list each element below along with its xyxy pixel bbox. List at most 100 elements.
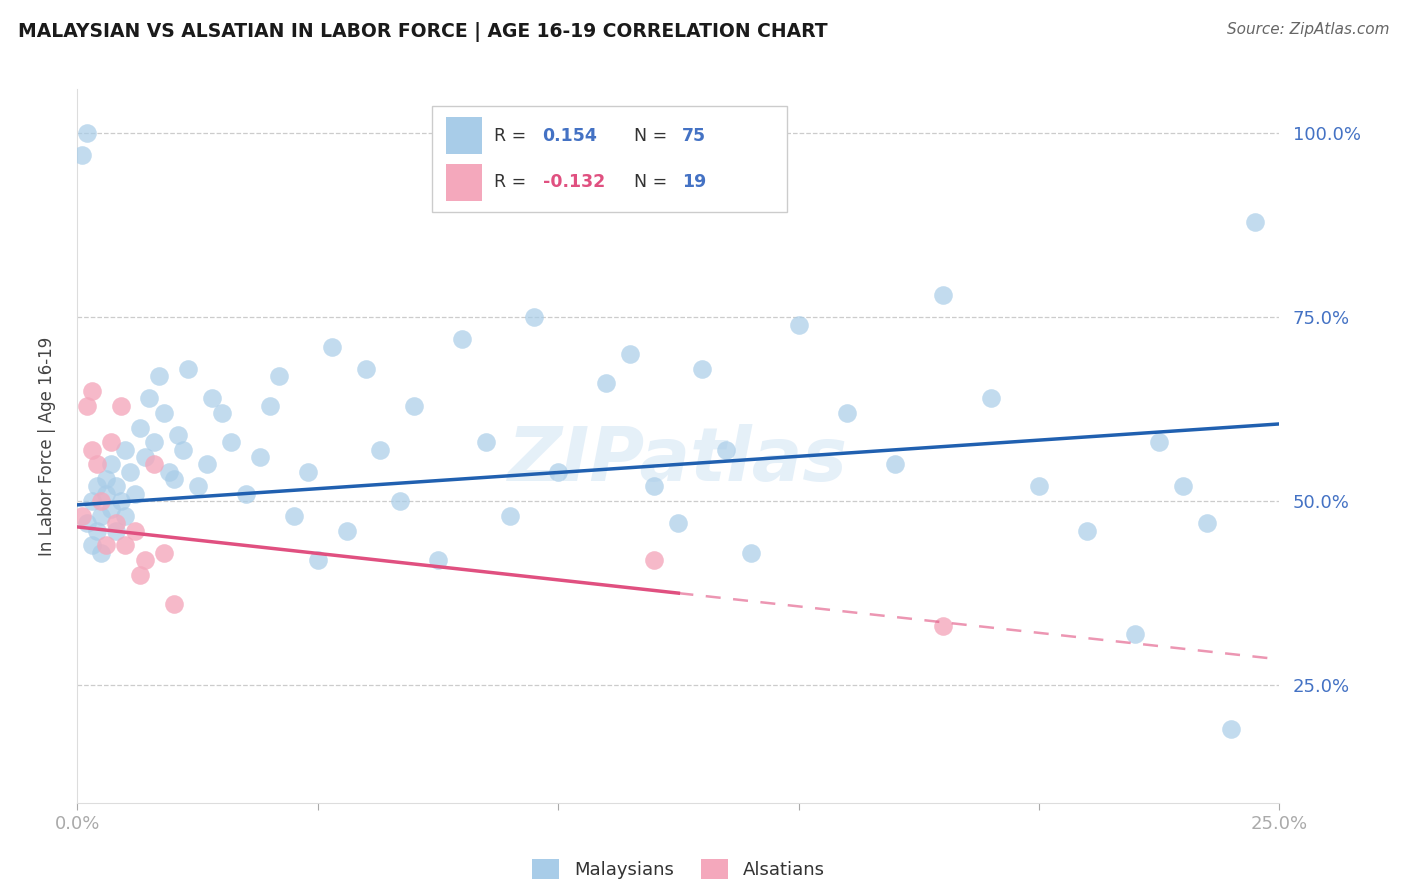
Point [643,553,665,567]
Bar [446,118,482,154]
Point [134,450,156,464]
Point [114,442,136,457]
Point [1244,214,1267,228]
Text: Source: ZipAtlas.com: Source: ZipAtlas.com [1226,22,1389,37]
Point [153,406,176,420]
Point [80,494,103,508]
Point [96,538,118,552]
Text: N =: N = [634,127,672,145]
Point [76,126,98,140]
Point [124,524,146,538]
Point [177,361,200,376]
Point [70,148,93,162]
Point [134,553,156,567]
Point [1028,479,1050,493]
Point [354,361,377,376]
Point [643,479,665,493]
Point [143,435,166,450]
Point [90,508,112,523]
Point [249,450,271,464]
Point [90,546,112,560]
Point [96,472,118,486]
Point [76,399,98,413]
Point [932,619,955,633]
Point [110,399,132,413]
Point [523,310,546,325]
Point [388,494,411,508]
Point [402,399,425,413]
Point [269,369,291,384]
Point [162,472,184,486]
Point [100,501,122,516]
Point [595,376,617,391]
Point [336,524,359,538]
Point [90,494,112,508]
Point [172,442,194,457]
Point [195,458,218,472]
Legend: Malaysians, Alsatians: Malaysians, Alsatians [526,852,831,887]
Text: 75: 75 [682,127,706,145]
Point [475,435,498,450]
Text: R =: R = [495,173,533,192]
Point [368,442,391,457]
Y-axis label: In Labor Force | Age 16-19: In Labor Force | Age 16-19 [38,336,56,556]
Point [451,332,474,346]
Point [104,516,127,531]
Point [187,479,209,493]
Point [619,347,641,361]
Point [80,538,103,552]
FancyBboxPatch shape [432,106,786,212]
Point [787,318,810,332]
Point [1197,516,1219,531]
Point [211,406,233,420]
Bar [446,164,482,201]
Point [143,458,166,472]
Text: N =: N = [634,173,672,192]
Point [1076,524,1098,538]
Point [96,487,118,501]
Point [100,458,122,472]
Point [148,369,170,384]
Point [80,442,103,457]
Point [297,465,319,479]
Point [692,361,714,376]
Point [157,465,180,479]
Point [86,458,108,472]
Point [980,391,1002,405]
Text: 0.154: 0.154 [543,127,598,145]
Point [740,546,762,560]
Point [110,494,132,508]
Point [259,399,281,413]
Point [321,340,343,354]
Point [1173,479,1195,493]
Point [668,516,690,531]
Point [104,524,127,538]
Point [114,538,136,552]
Text: -0.132: -0.132 [543,173,605,192]
Text: R =: R = [495,127,533,145]
Point [235,487,257,501]
Point [138,391,160,405]
Point [883,458,905,472]
Point [162,597,184,611]
Point [153,546,176,560]
Point [201,391,224,405]
Point [114,508,136,523]
Point [932,288,955,302]
Point [86,524,108,538]
Point [120,465,142,479]
Point [499,508,522,523]
Point [307,553,329,567]
Point [427,553,450,567]
Text: ZIPatlas: ZIPatlas [509,424,848,497]
Point [100,435,122,450]
Text: MALAYSIAN VS ALSATIAN IN LABOR FORCE | AGE 16-19 CORRELATION CHART: MALAYSIAN VS ALSATIAN IN LABOR FORCE | A… [18,22,828,42]
Point [1220,723,1243,737]
Point [835,406,858,420]
Point [1149,435,1171,450]
Point [76,516,98,531]
Point [283,508,305,523]
Point [167,428,190,442]
Point [104,479,127,493]
Point [128,420,150,434]
